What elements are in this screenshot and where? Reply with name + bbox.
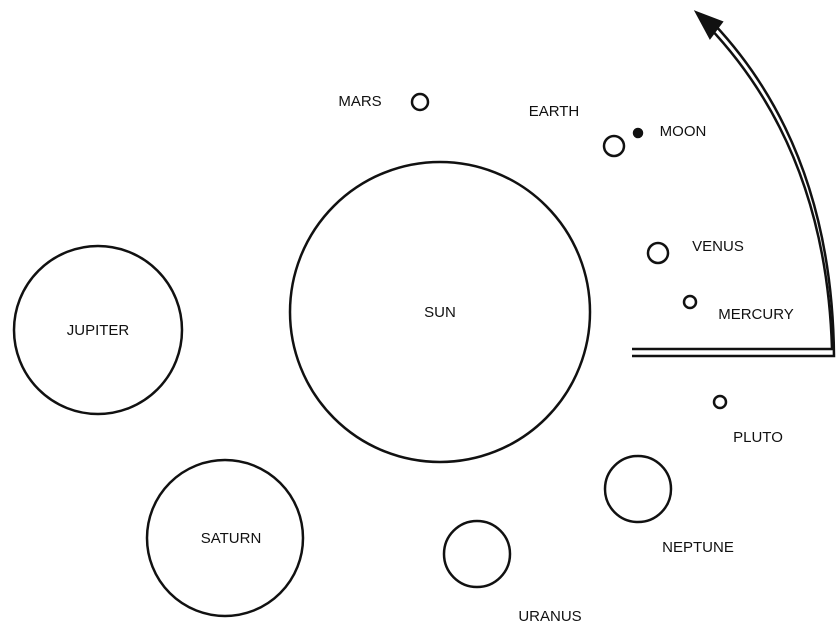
label: MOON	[660, 123, 707, 140]
venus	[648, 243, 668, 263]
mars	[412, 94, 428, 110]
mercury	[684, 296, 696, 308]
uranus	[444, 521, 510, 587]
neptune	[605, 456, 671, 522]
orbit-arrow	[632, 12, 834, 356]
diagram: SUN JUPITER SATURN URANUS NEPTUNE PLUTO …	[0, 0, 838, 625]
label: SUN	[424, 304, 456, 321]
earth	[604, 136, 624, 156]
pluto	[714, 396, 726, 408]
label: MERCURY	[718, 306, 794, 323]
label: VENUS	[692, 238, 744, 255]
label: URANUS	[518, 608, 581, 625]
moon	[634, 129, 642, 137]
label: NEPTUNE	[662, 539, 734, 556]
label: PLUTO	[733, 429, 783, 446]
label: SATURN	[201, 530, 262, 547]
label: EARTH	[529, 103, 580, 120]
label: MARS	[338, 93, 381, 110]
label: JUPITER	[67, 322, 130, 339]
